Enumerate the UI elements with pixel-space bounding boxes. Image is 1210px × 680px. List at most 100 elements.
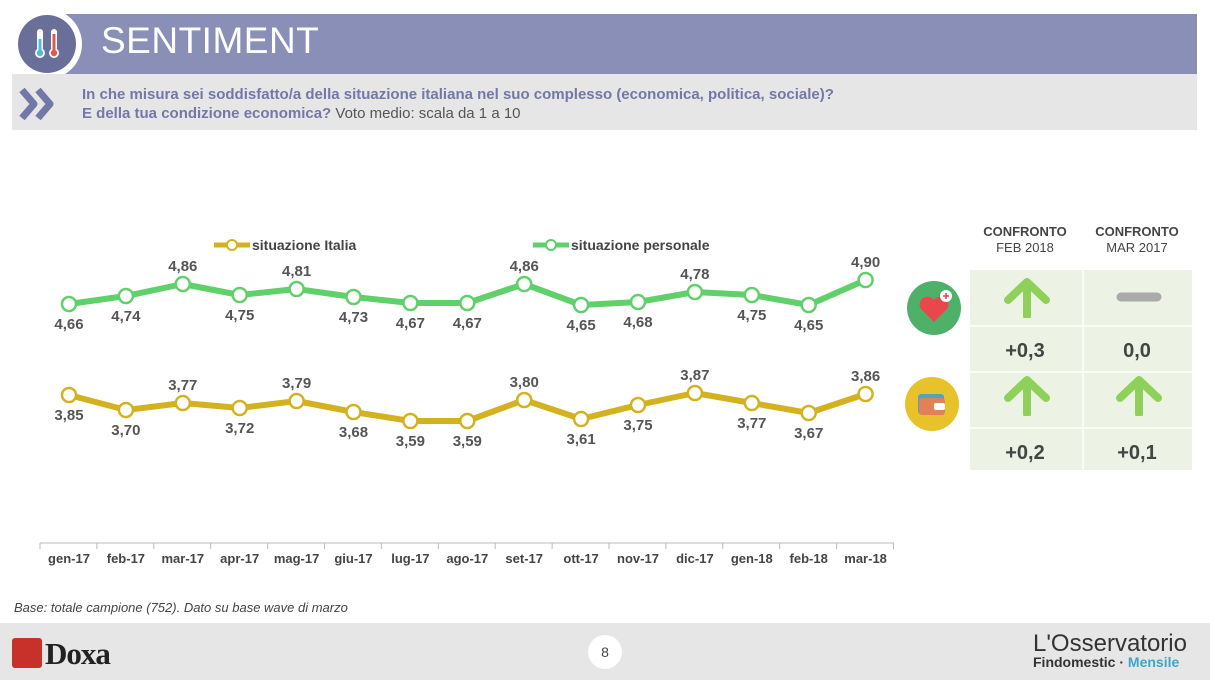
x-tick-label: set-17	[505, 551, 543, 566]
data-point	[857, 385, 874, 403]
x-tick-label: gen-18	[731, 551, 773, 566]
data-label: 4,75	[737, 307, 766, 324]
data-label: 3,87	[680, 367, 709, 384]
chart-legend: situazione Italia situazione personale	[214, 237, 710, 253]
x-tick-label: giu-17	[334, 551, 372, 566]
italia-delta-feb-2018: +0,2	[1005, 442, 1045, 464]
data-point	[800, 404, 817, 422]
data-point	[231, 286, 248, 304]
wallet-icon	[905, 377, 959, 431]
data-point	[60, 386, 78, 404]
comparison-header-mar-2017: CONFRONTO MAR 2017	[1082, 224, 1192, 256]
legend-marker	[545, 239, 557, 251]
dash-icon	[1116, 292, 1162, 302]
x-tick-label: lug-17	[391, 551, 429, 566]
doxa-logo-mark	[12, 638, 42, 668]
data-label: 3,79	[282, 375, 311, 392]
data-label: 4,86	[510, 258, 539, 275]
data-label: 3,85	[54, 407, 83, 424]
question-line-2: E della tua condizione economica? Voto m…	[82, 105, 521, 122]
data-label: 4,66	[54, 316, 83, 333]
data-point	[345, 403, 362, 421]
data-point	[800, 296, 817, 314]
arrow-up-icon	[1004, 376, 1050, 416]
personale-delta-feb-2018: +0,3	[1005, 340, 1045, 362]
data-label: 3,86	[851, 368, 880, 385]
data-point	[515, 275, 533, 293]
data-label: 4,86	[168, 258, 197, 275]
data-label: 3,80	[510, 374, 539, 391]
legend-marker	[226, 239, 238, 251]
x-tick-label: ott-17	[563, 551, 598, 566]
series-situazione-personale: 4,66 4,74 4,86 4,75 4,81 4,73 4,67 4,67 4,86 4,65…	[54, 254, 880, 334]
x-tick-label: ago-17	[446, 551, 488, 566]
data-point	[686, 283, 704, 301]
data-point	[402, 294, 419, 312]
x-tick-label: mag-17	[274, 551, 320, 566]
data-label: 4,73	[339, 309, 368, 326]
data-point	[117, 287, 135, 305]
data-point	[288, 280, 305, 298]
x-tick-label: feb-18	[790, 551, 828, 566]
x-tick-label: feb-17	[107, 551, 145, 566]
italia-delta-mar-2017: +0,1	[1117, 442, 1157, 464]
data-point	[743, 286, 761, 304]
legend-label: situazione personale	[571, 237, 710, 253]
arrow-up-icon	[1116, 376, 1162, 416]
data-label: 3,59	[396, 433, 425, 450]
data-point	[459, 412, 476, 430]
doxa-logo: Doxa	[45, 636, 111, 671]
data-label: 3,72	[225, 420, 254, 437]
question-line-2-bold: E della tua condizione economica?	[82, 105, 332, 122]
data-point	[629, 293, 647, 311]
thermometer-icon	[12, 9, 82, 79]
question-line-1: In che misura sei soddisfatto/a della si…	[82, 86, 834, 103]
data-point	[459, 294, 476, 312]
data-label: 3,77	[737, 415, 766, 432]
osservatorio-logo-brand: Findomestic ·	[1033, 654, 1128, 670]
data-label: 3,67	[794, 425, 823, 442]
osservatorio-logo-mensile: Mensile	[1127, 654, 1180, 670]
legend-item-situazione-italia: situazione Italia	[214, 237, 356, 253]
data-point	[515, 391, 533, 409]
data-point	[629, 396, 647, 414]
chevron-double-right-icon	[19, 87, 54, 121]
question-line-2-rest: Voto medio: scala da 1 a 10	[331, 105, 521, 122]
page-number: 8	[588, 635, 622, 669]
data-point	[117, 401, 135, 419]
data-label: 3,59	[453, 433, 482, 450]
data-point	[231, 399, 248, 417]
x-axis: gen-17 feb-17 mar-17 apr-17 mag-17 giu-17 lug-…	[39, 542, 894, 566]
x-tick-label: mar-18	[844, 551, 887, 566]
series-situazione-italia: 3,85 3,70 3,77 3,72 3,79 3,68 3,59 3,59 3,80 3,61…	[54, 367, 880, 450]
chart-lines: 4,66 4,74 4,86 4,75 4,81 4,73 4,67 4,67 4,86 4,65…	[54, 254, 880, 450]
x-tick-label: nov-17	[617, 551, 659, 566]
data-label: 4,74	[111, 308, 141, 325]
data-point	[572, 296, 590, 314]
data-point	[857, 271, 874, 289]
data-label: 4,75	[225, 307, 254, 324]
comparison-header-title: CONFRONTO	[1095, 224, 1179, 239]
data-label: 3,70	[111, 422, 140, 439]
data-label: 4,67	[396, 315, 425, 332]
data-label: 4,67	[453, 315, 482, 332]
x-tick-label: apr-17	[220, 551, 259, 566]
data-point	[174, 394, 192, 412]
osservatorio-logo-title: L'Osservatorio	[1033, 630, 1187, 657]
data-label: 4,65	[794, 317, 823, 334]
comparison-header-title: CONFRONTO	[983, 224, 1067, 239]
data-point	[174, 275, 192, 293]
arrow-up-icon	[1004, 278, 1050, 318]
data-label: 4,90	[851, 254, 880, 271]
data-label: 3,61	[566, 431, 595, 448]
page-title: SENTIMENT	[101, 20, 320, 61]
heart-icon	[907, 281, 961, 335]
data-label: 4,68	[623, 314, 652, 331]
data-point	[60, 295, 78, 313]
data-label: 4,65	[566, 317, 595, 334]
data-label: 3,68	[339, 424, 368, 441]
x-tick-label: mar-17	[161, 551, 204, 566]
data-point	[686, 384, 704, 402]
